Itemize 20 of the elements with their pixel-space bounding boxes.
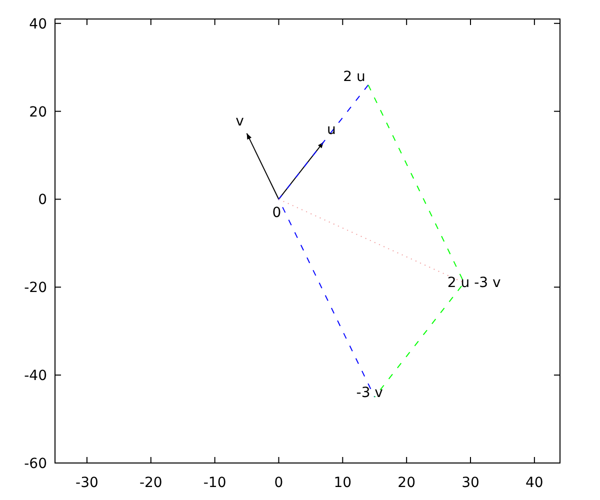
- x-tick-label: 20: [398, 475, 416, 491]
- x-tick-label: 30: [462, 475, 480, 491]
- annotation: 2 u: [343, 68, 366, 85]
- annotation: v: [236, 113, 244, 130]
- y-tick-label: 0: [38, 192, 47, 208]
- y-tick-label: -20: [24, 280, 47, 296]
- x-tick-label: 0: [274, 475, 284, 491]
- x-tick-label: 40: [526, 475, 544, 491]
- x-tick-label: -10: [203, 475, 226, 491]
- annotation: -3 v: [356, 385, 383, 402]
- y-tick-label: 40: [29, 16, 47, 32]
- x-tick-label: 10: [334, 475, 352, 491]
- x-tick-label: -20: [139, 475, 162, 491]
- y-tick-label: -40: [24, 368, 47, 384]
- y-tick-label: 20: [29, 104, 47, 120]
- annotation: 0: [272, 205, 282, 222]
- annotation: u: [327, 122, 336, 138]
- annotation: 2 u -3 v: [447, 274, 501, 291]
- x-tick-label: -30: [76, 475, 98, 491]
- y-tick-label: -60: [24, 456, 47, 472]
